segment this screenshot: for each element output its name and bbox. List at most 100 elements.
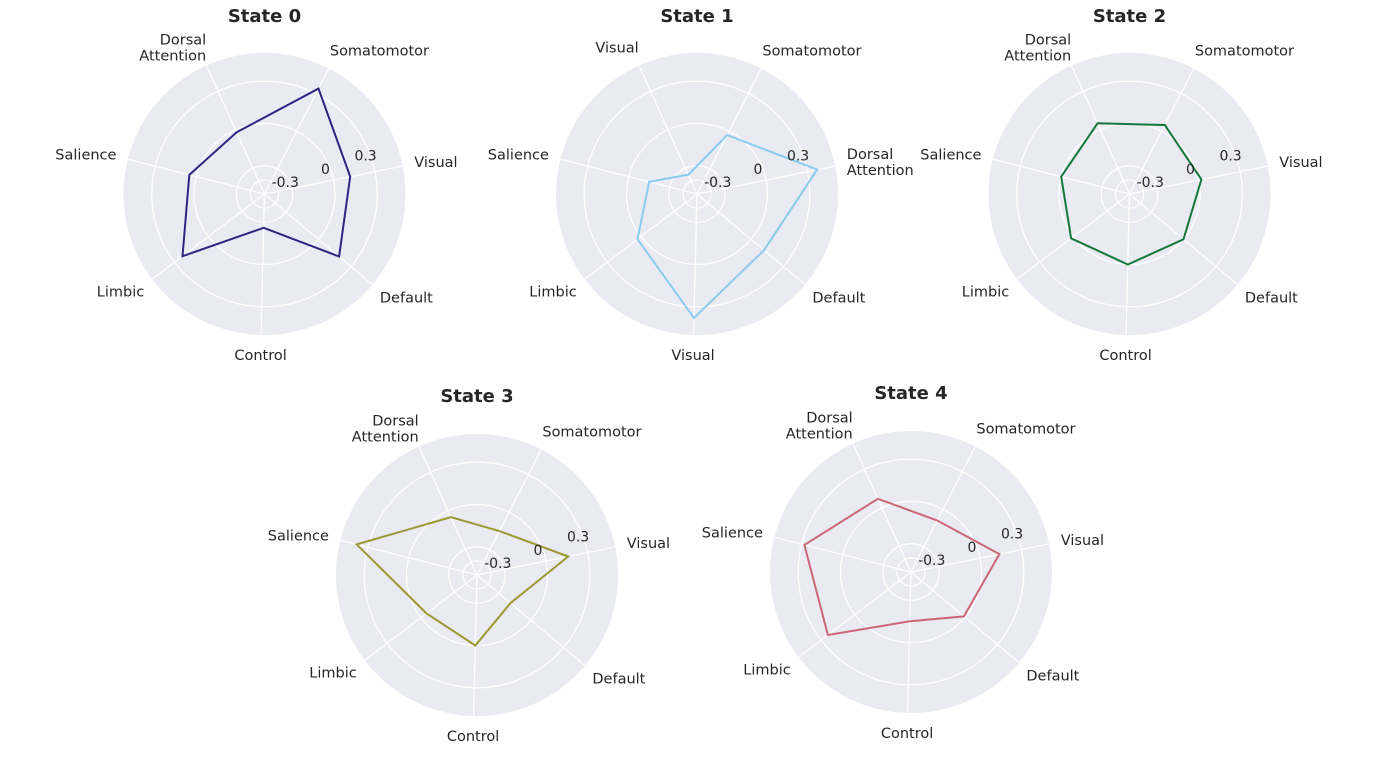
radial-tick-label: 0.3	[787, 149, 809, 165]
category-label: Visual	[595, 40, 638, 56]
radial-tick-label: -0.3	[484, 556, 511, 572]
category-label: Visual	[414, 155, 457, 171]
category-label: Somatomotor	[976, 422, 1075, 438]
radial-gridline	[1100, 165, 1159, 223]
series-line	[181, 87, 352, 258]
category-label: Default	[1026, 668, 1079, 684]
series-line	[354, 516, 571, 647]
angular-gridline	[910, 446, 976, 573]
subplot-title: State 4	[874, 383, 947, 404]
angular-gridline	[418, 446, 478, 576]
angular-gridline	[1129, 165, 1268, 195]
category-label: Limbic	[529, 284, 576, 300]
radial-gridline	[583, 80, 811, 308]
radial-gridline	[235, 165, 294, 223]
angular-gridline	[264, 193, 373, 286]
category-label: Salience	[488, 147, 549, 163]
angular-gridline	[260, 193, 266, 335]
angular-gridline	[774, 536, 912, 573]
category-label: Control	[234, 348, 286, 364]
angular-gridline	[852, 443, 912, 573]
category-label: Default	[1245, 290, 1298, 306]
radial-tick-label: -0.3	[272, 175, 299, 191]
category-label: Salience	[268, 528, 329, 544]
radial-gridline	[448, 546, 506, 604]
radial-gridline	[625, 122, 769, 266]
radial-tick-label: 0.3	[1001, 527, 1023, 543]
radar-subplot-3: -0.3 0 0.3 Visual Somatomotor Dorsal Attention…	[268, 386, 670, 745]
series-line	[1060, 122, 1203, 266]
angular-gridline	[340, 539, 478, 576]
category-label: Somatomotor	[762, 44, 861, 60]
category-label: Control	[881, 726, 933, 742]
category-label: Somatomotor	[330, 44, 429, 60]
angular-gridline	[906, 571, 912, 713]
subplot-title: State 0	[228, 6, 301, 27]
category-label: Dorsal Attention	[1004, 32, 1071, 64]
radial-tick-label: -0.3	[918, 553, 945, 569]
radar-subplot-1: -0.3 0 0.3 Dorsal Attention Somatomotor Visual…	[488, 6, 914, 364]
radar-subplot-2: -0.3 0 0.3 Visual Somatomotor Dorsal Attention…	[920, 6, 1322, 364]
radial-tick-label: -0.3	[1137, 175, 1164, 191]
category-label: Dorsal Attention	[786, 410, 853, 442]
angular-gridline	[1128, 68, 1195, 195]
series-line	[636, 133, 819, 320]
subplot-title: State 3	[440, 386, 513, 407]
category-label: Default	[380, 290, 433, 306]
angular-gridline	[692, 193, 698, 335]
radial-gridline	[405, 503, 549, 647]
angular-gridline	[264, 165, 403, 195]
radial-tick-label: 0	[967, 540, 976, 556]
category-label: Salience	[55, 147, 116, 163]
angular-gridline	[910, 543, 1050, 573]
angular-gridline	[584, 193, 698, 280]
subplot-title: State 1	[660, 6, 733, 27]
angular-gridline	[205, 65, 266, 195]
radial-tick-label: 0	[321, 162, 330, 178]
angular-gridline	[1070, 65, 1131, 195]
radial-tick-label: 0	[753, 162, 762, 178]
angular-gridline	[696, 165, 836, 195]
angular-gridline	[696, 68, 762, 195]
radial-gridline	[882, 543, 940, 601]
radial-tick-label: -0.3	[704, 175, 731, 191]
radial-tick-label: 0.3	[1219, 149, 1241, 165]
series-line	[803, 497, 1001, 637]
category-label: Control	[1099, 348, 1151, 364]
radar-subplot-4: -0.3 0 0.3 Visual Somatomotor Dorsal Attention…	[702, 383, 1104, 742]
category-label: Somatomotor	[542, 425, 641, 441]
angular-gridline	[364, 574, 478, 661]
angular-gridline	[476, 574, 586, 667]
category-label: Salience	[920, 147, 981, 163]
angular-gridline	[798, 571, 912, 658]
radial-gridline	[151, 80, 378, 308]
category-label: Limbic	[962, 284, 1009, 300]
category-label: Salience	[702, 525, 763, 541]
category-label: Limbic	[97, 284, 144, 300]
category-label: Visual	[671, 348, 714, 364]
angular-gridline	[696, 193, 806, 286]
category-label: Somatomotor	[1195, 44, 1294, 60]
category-label: Default	[592, 671, 645, 687]
category-label: Dorsal Attention	[352, 413, 419, 445]
category-label: Control	[447, 729, 499, 745]
radial-gridline	[839, 500, 983, 644]
radial-gridline	[1016, 80, 1243, 308]
angular-gridline	[127, 158, 265, 195]
category-label: Visual	[1279, 155, 1322, 171]
angular-gridline	[910, 571, 1020, 664]
angular-gridline	[560, 158, 698, 195]
category-label: Dorsal Attention	[847, 147, 914, 179]
angular-gridline	[638, 65, 698, 195]
radial-tick-label: 0	[533, 543, 542, 559]
angular-gridline	[1016, 193, 1130, 280]
angular-gridline	[151, 193, 265, 280]
radial-gridline	[363, 461, 591, 689]
subplot-title: State 2	[1093, 6, 1166, 27]
category-label: Visual	[627, 536, 670, 552]
category-label: Visual	[1061, 533, 1104, 549]
angular-gridline	[476, 546, 616, 576]
radial-tick-label: 0	[1186, 162, 1195, 178]
radial-gridline	[193, 122, 336, 266]
